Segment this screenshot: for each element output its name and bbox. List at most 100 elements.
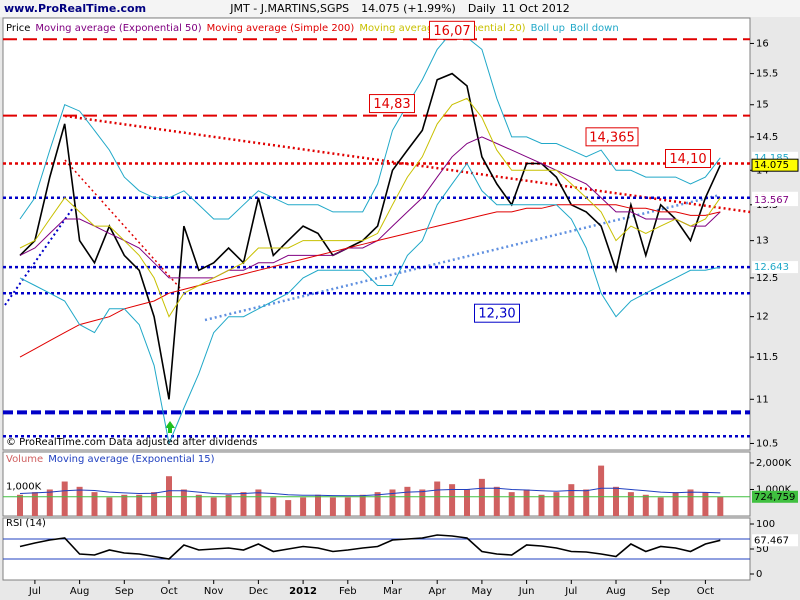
annotation: 14,83 bbox=[373, 97, 410, 112]
volume-bar bbox=[121, 494, 128, 516]
volume-bar bbox=[329, 497, 336, 516]
volume-bar bbox=[270, 497, 277, 516]
annotation-box bbox=[665, 149, 711, 169]
legend-entry: Moving average (Exponential 50) bbox=[35, 23, 201, 34]
volume-bar bbox=[434, 481, 441, 516]
volume-bar bbox=[374, 492, 381, 516]
series-line bbox=[19, 204, 721, 358]
period: Daily bbox=[468, 2, 496, 15]
last-value-box bbox=[751, 158, 799, 172]
volume-bar bbox=[61, 481, 68, 516]
volume-bar bbox=[225, 494, 232, 516]
volume-bar bbox=[151, 492, 158, 516]
last-value-box bbox=[752, 490, 798, 503]
footnote: © ProRealTime.com Data adjusted after di… bbox=[6, 437, 257, 448]
series-line bbox=[19, 487, 721, 497]
annotation: 16,07 bbox=[433, 24, 470, 39]
series-line bbox=[19, 97, 721, 318]
volume-bar bbox=[344, 497, 351, 516]
annotation-box bbox=[429, 20, 475, 40]
volume-bar bbox=[106, 497, 113, 516]
volume-bar bbox=[404, 486, 411, 516]
series-line bbox=[19, 162, 721, 446]
y-tick-label: 12.5 bbox=[756, 273, 778, 284]
y-tick-label: 12 bbox=[756, 312, 769, 323]
title: JMT - J.MARTINS,SGPS 14.075 (+1.99%) Daily… bbox=[229, 2, 569, 15]
volume-bar bbox=[598, 465, 605, 516]
volume-bar bbox=[672, 492, 679, 516]
last-value-box bbox=[752, 534, 798, 547]
x-tick-label: Sep bbox=[651, 586, 670, 597]
date: 11 Oct 2012 bbox=[502, 2, 570, 15]
volume-bar bbox=[642, 494, 649, 516]
y-tick-label: 11 bbox=[756, 394, 769, 405]
header-bar bbox=[0, 0, 800, 17]
last-value-box bbox=[752, 261, 798, 274]
last-value: 13.567 bbox=[754, 195, 789, 206]
series-line bbox=[19, 72, 722, 400]
legend-entry: Volume bbox=[6, 454, 43, 465]
volume-bar bbox=[508, 492, 515, 516]
volume-bar bbox=[76, 486, 83, 516]
y-tick-label: 10.5 bbox=[756, 438, 778, 449]
y-tick-label: 100 bbox=[756, 519, 775, 530]
volume-bar bbox=[538, 494, 545, 516]
resistance-trendline bbox=[64, 159, 181, 289]
y-tick-label: 11.5 bbox=[756, 352, 778, 363]
volume-bar bbox=[285, 500, 292, 516]
x-tick-label: Feb bbox=[339, 586, 357, 597]
y-tick-label: 50 bbox=[756, 544, 769, 555]
x-tick-label: 2012 bbox=[289, 586, 317, 597]
volume-bar bbox=[613, 486, 619, 516]
volume-bar bbox=[240, 492, 247, 516]
volume-bar bbox=[180, 489, 187, 516]
x-tick-label: Jul bbox=[564, 586, 577, 597]
annotation-box bbox=[369, 94, 415, 114]
last-value: 14.075 bbox=[754, 160, 789, 171]
annotation: 12,30 bbox=[478, 307, 515, 322]
x-tick-label: Mar bbox=[383, 586, 403, 597]
last-value: 14.185 bbox=[754, 153, 789, 164]
volume-bar bbox=[91, 492, 98, 516]
x-tick-label: Sep bbox=[115, 586, 134, 597]
volume-bar bbox=[17, 494, 23, 516]
volume-bar bbox=[136, 494, 143, 516]
volume-bar bbox=[553, 492, 560, 516]
volume-bar bbox=[46, 489, 53, 516]
y-tick-label: 0 bbox=[756, 569, 762, 580]
support-trendline bbox=[4, 204, 76, 306]
volume-bar bbox=[389, 489, 396, 516]
annotation: 14,10 bbox=[669, 152, 706, 167]
volume-bar bbox=[523, 489, 530, 516]
volume-bar bbox=[359, 494, 366, 516]
x-tick-label: Aug bbox=[606, 586, 626, 597]
volume-bar bbox=[478, 478, 485, 516]
legend-entry: Boll up bbox=[531, 23, 565, 34]
last-value-box bbox=[752, 194, 798, 207]
volume-bar bbox=[210, 497, 217, 516]
y-tick-label: 1,000K bbox=[6, 481, 42, 492]
annotation: 14,365 bbox=[589, 130, 635, 145]
volume-bar bbox=[255, 489, 262, 516]
last-value: 724,759 bbox=[754, 492, 795, 503]
legend-entry: Moving average (Simple 200) bbox=[207, 23, 355, 34]
volume-bar bbox=[315, 494, 321, 516]
annotation-box bbox=[585, 127, 639, 147]
volume-bar bbox=[493, 486, 500, 516]
y-tick-label: 1,000K bbox=[756, 484, 792, 495]
volume-bar bbox=[583, 489, 590, 516]
volume-bar bbox=[195, 494, 202, 516]
volume-bar bbox=[449, 484, 456, 516]
annotation-box bbox=[474, 303, 520, 323]
y-tick-label: 2,000K bbox=[756, 458, 792, 469]
volume-bar bbox=[568, 484, 575, 516]
x-tick-label: Apr bbox=[429, 586, 447, 597]
y-tick-label: 16 bbox=[756, 38, 769, 49]
series-line bbox=[19, 534, 721, 560]
last-value: 67.467 bbox=[754, 535, 789, 546]
legend: Volume Moving average (Exponential 15) bbox=[6, 454, 215, 465]
legend-entry: Moving average (Exponential 15) bbox=[48, 454, 214, 465]
y-tick-label: 15 bbox=[756, 100, 769, 111]
x-tick-label: Dec bbox=[249, 586, 268, 597]
